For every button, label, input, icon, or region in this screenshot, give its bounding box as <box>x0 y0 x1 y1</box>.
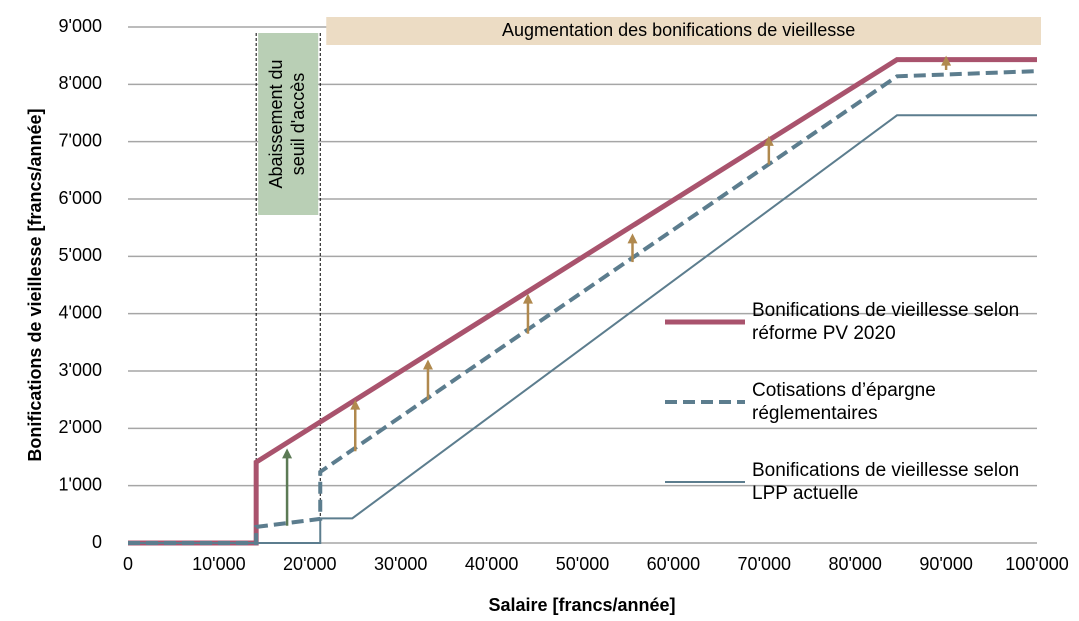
x-tick-label: 30'000 <box>374 554 428 574</box>
y-tick-label: 8'000 <box>59 73 102 93</box>
x-tick-label: 80'000 <box>828 554 882 574</box>
y-tick-label: 3'000 <box>59 360 102 380</box>
region-label: Augmentation des bonifications de vieill… <box>502 20 855 40</box>
arrow-head <box>422 359 433 370</box>
x-tick-label: 70'000 <box>738 554 792 574</box>
region-label-line: Abaissement du <box>266 59 286 188</box>
arrow-head <box>282 448 293 459</box>
y-tick-label: 2'000 <box>59 417 102 437</box>
x-tick-label: 100'000 <box>1005 554 1069 574</box>
region-box <box>326 17 1041 45</box>
arrow-head <box>522 293 533 304</box>
legend-label: Cotisations d’épargne réglementaires <box>752 380 936 424</box>
y-axis-title: Bonifications de vieillesse [francs/anné… <box>25 108 45 461</box>
y-tick-label: 5'000 <box>59 245 102 265</box>
arrow-head <box>763 135 774 146</box>
y-tick-label: 0 <box>92 532 102 552</box>
x-tick-label: 90'000 <box>919 554 973 574</box>
x-tick-label: 50'000 <box>556 554 610 574</box>
y-tick-label: 7'000 <box>59 130 102 150</box>
x-tick-label: 40'000 <box>465 554 519 574</box>
arrow-head <box>350 399 361 410</box>
arrow-head <box>941 55 952 66</box>
y-tick-label: 6'000 <box>59 188 102 208</box>
arrow-head <box>627 233 638 244</box>
legend-label: Bonifications de vieillesse selon LPP ac… <box>752 460 1020 504</box>
y-tick-label: 9'000 <box>59 16 102 36</box>
region-box <box>258 33 319 215</box>
legend-label: Bonifications de vieillesse selon réform… <box>752 300 1020 344</box>
x-axis-title: Salaire [francs/année] <box>488 595 675 615</box>
x-tick-label: 20'000 <box>283 554 337 574</box>
series-line <box>128 114 1037 544</box>
x-tick-label: 0 <box>123 554 133 574</box>
region-label: Abaissement du seuil d'accès <box>266 59 308 188</box>
x-tick-label: 10'000 <box>192 554 246 574</box>
y-tick-label: 4'000 <box>59 302 102 322</box>
x-tick-label: 60'000 <box>647 554 701 574</box>
y-tick-label: 1'000 <box>59 474 102 494</box>
region-label-line: seuil d'accès <box>288 73 308 176</box>
